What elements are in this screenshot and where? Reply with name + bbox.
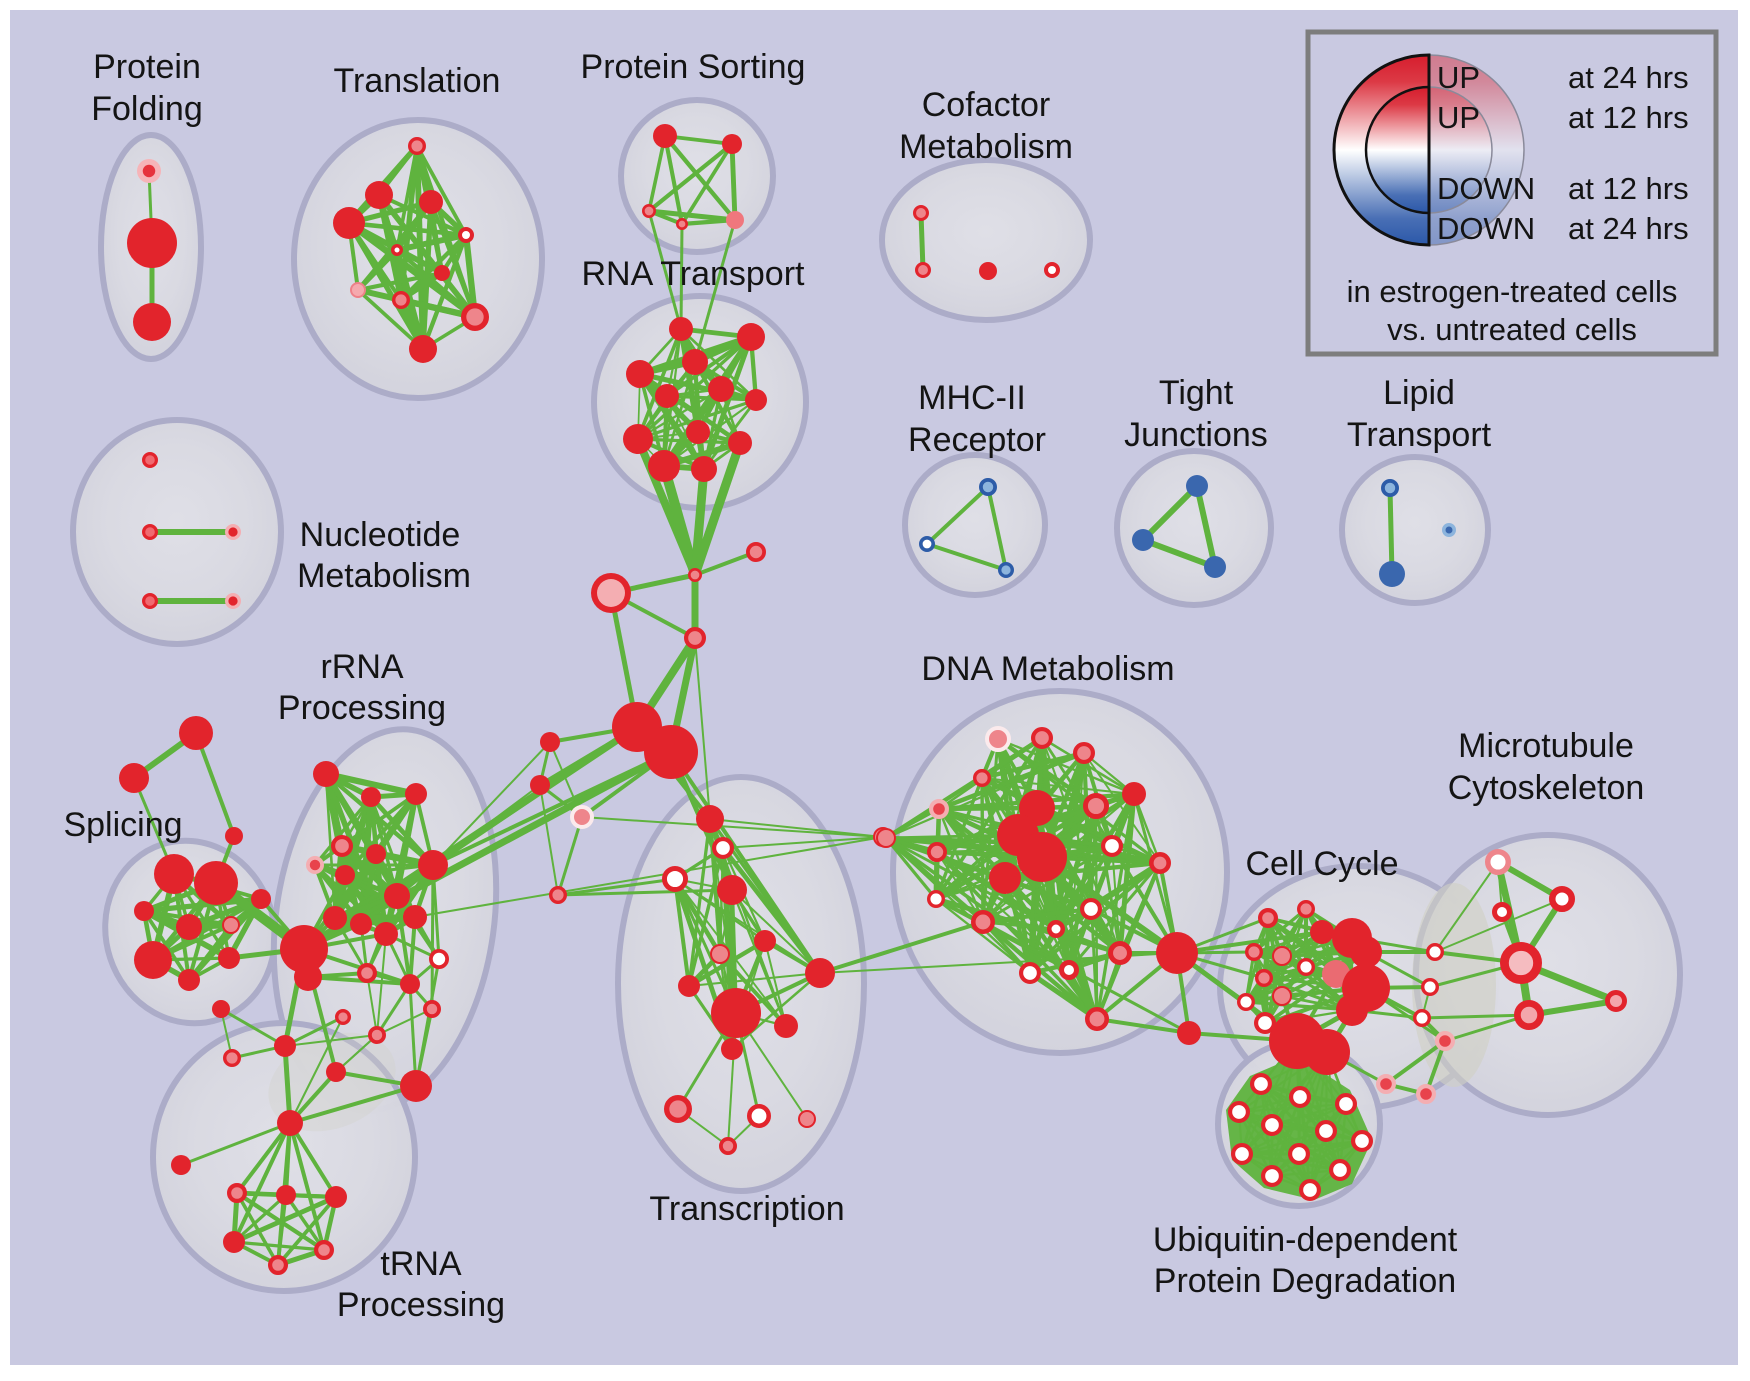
svg-text:Cytoskeleton: Cytoskeleton <box>1448 769 1645 807</box>
svg-text:Receptor: Receptor <box>908 421 1046 459</box>
svg-text:Transport: Transport <box>1347 416 1492 454</box>
svg-text:in estrogen-treated cells: in estrogen-treated cells <box>1347 274 1678 309</box>
svg-text:DOWN: DOWN <box>1437 211 1535 246</box>
svg-text:Folding: Folding <box>91 90 203 128</box>
svg-text:Metabolism: Metabolism <box>899 128 1073 166</box>
svg-text:vs. untreated cells: vs. untreated cells <box>1387 312 1637 347</box>
svg-text:at 24 hrs: at 24 hrs <box>1568 60 1689 95</box>
svg-text:Tight: Tight <box>1159 374 1234 412</box>
svg-text:UP: UP <box>1437 100 1480 135</box>
svg-text:Junctions: Junctions <box>1124 416 1268 454</box>
svg-text:Transcription: Transcription <box>649 1190 844 1228</box>
svg-text:Processing: Processing <box>278 689 446 727</box>
svg-text:Ubiquitin-dependent: Ubiquitin-dependent <box>1153 1221 1458 1259</box>
svg-text:at 12 hrs: at 12 hrs <box>1568 100 1689 135</box>
svg-text:Nucleotide: Nucleotide <box>300 516 461 554</box>
svg-text:Protein: Protein <box>93 48 201 86</box>
svg-text:at 24 hrs: at 24 hrs <box>1568 211 1689 246</box>
svg-text:Lipid: Lipid <box>1383 374 1455 412</box>
svg-text:Cofactor: Cofactor <box>922 86 1051 124</box>
svg-text:tRNA: tRNA <box>380 1245 462 1283</box>
svg-text:Microtubule: Microtubule <box>1458 727 1634 765</box>
svg-text:UP: UP <box>1437 60 1480 95</box>
svg-text:DOWN: DOWN <box>1437 171 1535 206</box>
svg-text:DNA Metabolism: DNA Metabolism <box>921 650 1174 688</box>
svg-text:MHC-II: MHC-II <box>918 379 1026 417</box>
svg-text:rRNA: rRNA <box>320 648 403 686</box>
svg-text:Translation: Translation <box>334 62 501 100</box>
svg-text:at 12 hrs: at 12 hrs <box>1568 171 1689 206</box>
svg-text:RNA Transport: RNA Transport <box>582 255 806 293</box>
svg-text:Protein Sorting: Protein Sorting <box>581 48 806 86</box>
svg-text:Protein Degradation: Protein Degradation <box>1154 1262 1456 1300</box>
svg-text:Metabolism: Metabolism <box>297 557 471 595</box>
svg-text:Cell Cycle: Cell Cycle <box>1245 845 1398 883</box>
svg-text:Splicing: Splicing <box>63 806 182 844</box>
svg-text:Processing: Processing <box>337 1286 505 1324</box>
